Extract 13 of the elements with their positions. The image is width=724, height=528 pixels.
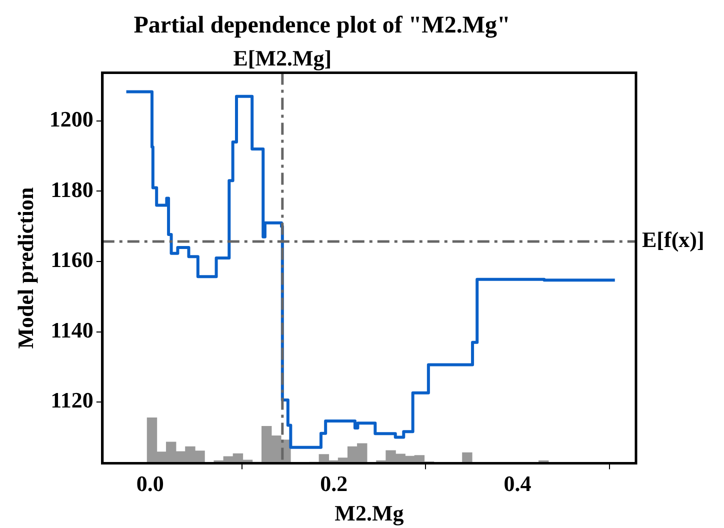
x-tick-label: 0.4	[504, 471, 532, 496]
y-tick-label: 1120	[50, 388, 94, 413]
y-tick-label: 1180	[50, 176, 94, 202]
x-tick-label: 0.2	[320, 471, 348, 496]
y-axis-title: Model prediction	[12, 187, 38, 349]
y-tick-label: 1200	[49, 106, 94, 132]
y-tick-label: 1140	[50, 317, 94, 342]
y-tick-label: 1160	[50, 247, 94, 272]
x-axis-title: M2.Mg	[334, 500, 404, 526]
ref-line-label: E[M2.Mg]	[233, 45, 332, 70]
x-tick-label: 0.0	[136, 471, 164, 496]
ref-line-label: E[f(x)]	[642, 227, 704, 252]
chart-title: Partial dependence plot of "M2.Mg"	[134, 12, 510, 39]
